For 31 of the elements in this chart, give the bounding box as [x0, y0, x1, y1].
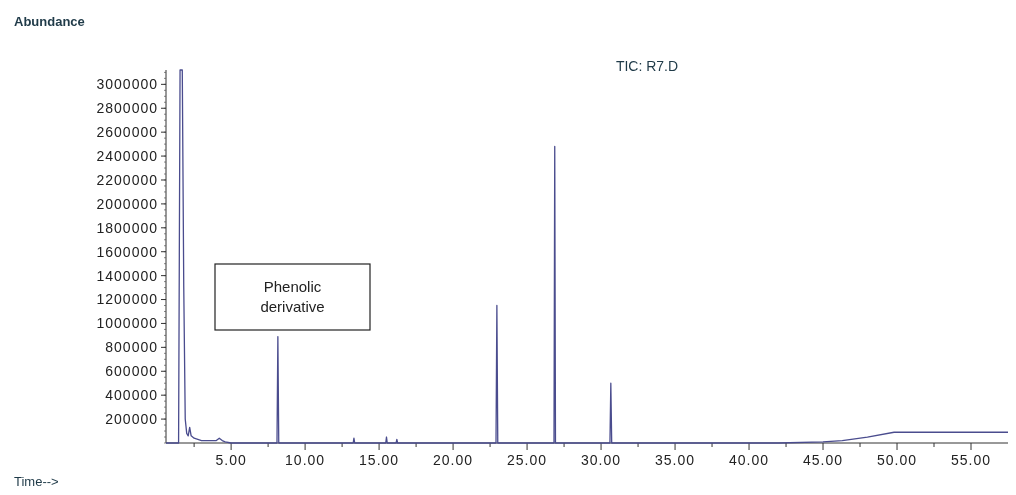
- x-tick-label: 55.00: [950, 452, 992, 468]
- y-tick-label: 2400000: [96, 147, 158, 164]
- annotation: Phenolic derivative: [260, 278, 325, 315]
- x-tick-label: 20.00: [433, 452, 474, 468]
- chart-title: TIC: R7.D: [615, 58, 679, 74]
- x-tick-label: 40.00: [729, 452, 770, 468]
- x-axis-title: Time-->: [14, 474, 59, 489]
- x-tick-label: 35.00: [655, 452, 696, 468]
- y-tick-label: 1200000: [96, 291, 158, 308]
- line-series: [165, 69, 1008, 444]
- y-tick-label: 2600000: [96, 124, 158, 141]
- x-tick-label: 45.00: [803, 452, 844, 468]
- y-tick-label: 2000000: [96, 195, 158, 212]
- y-tick-label: 200000: [105, 410, 158, 427]
- x-tick-label: 5.00: [215, 452, 247, 468]
- y-tick-label: 2200000: [96, 171, 158, 188]
- x-tick-label: 25.00: [507, 452, 548, 468]
- y-tick-label: 800000: [105, 339, 158, 356]
- y-tick-label: 2800000: [96, 100, 158, 117]
- y-tick-label: 400000: [105, 387, 158, 404]
- y-tick-label: 1600000: [96, 243, 158, 260]
- x-tick-label: 10.00: [285, 452, 326, 468]
- y-tick-label: 1000000: [96, 315, 158, 332]
- x-tick-label: 30.00: [581, 452, 622, 468]
- x-tick-label: 15.00: [359, 452, 400, 468]
- x-tick-label: 50.00: [876, 452, 918, 468]
- y-axis-title: Abundance: [14, 14, 85, 29]
- y-tick-label: 1400000: [96, 267, 158, 284]
- y-tick-label: 3000000: [96, 76, 158, 93]
- y-tick-label: 1800000: [96, 219, 158, 236]
- y-tick-label: 600000: [105, 363, 158, 380]
